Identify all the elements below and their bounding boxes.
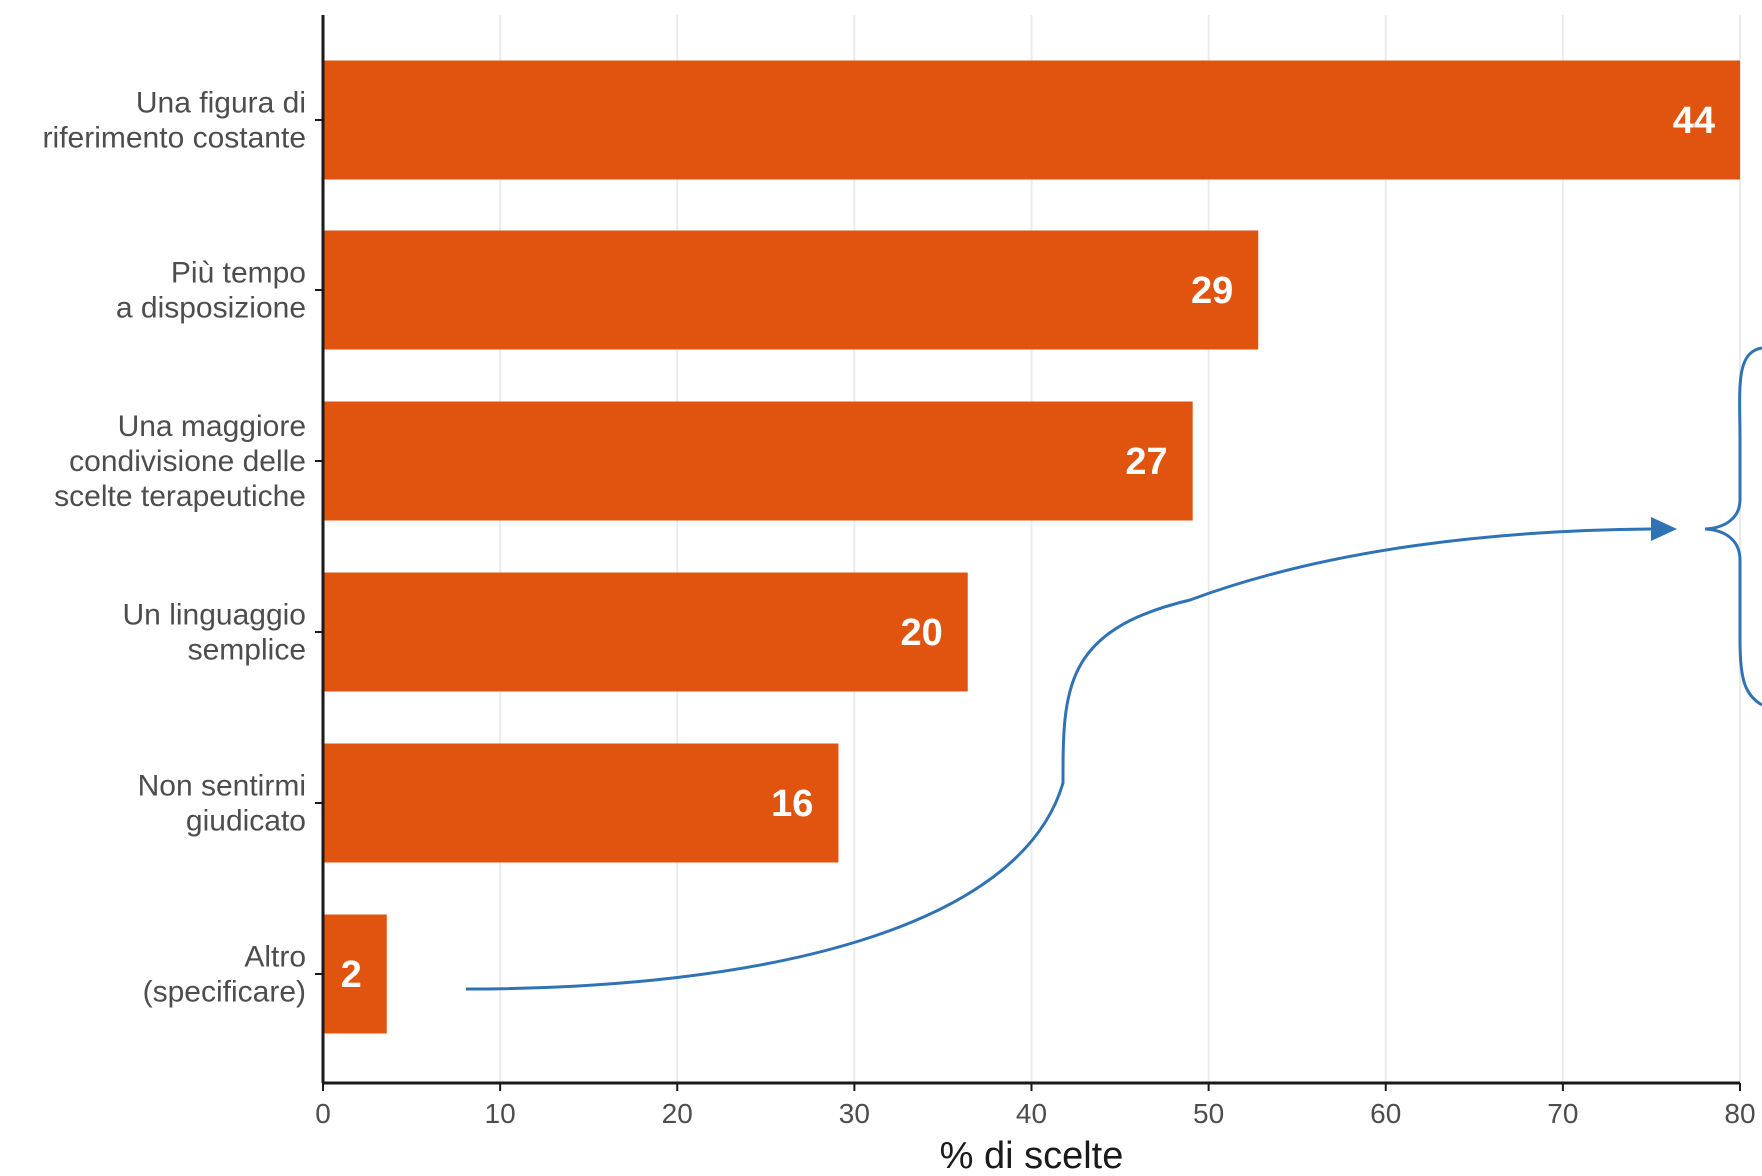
axes-layer: 0 10 20 30 40 50 60 70 80 [315, 15, 1756, 1129]
annotation-arrowhead [1651, 517, 1677, 541]
category-label-line: Una maggiore [118, 410, 306, 443]
bar-5 [323, 914, 387, 1034]
bar-3 [323, 572, 968, 692]
annotation-curve [465, 527, 1655, 991]
bar-value-label-1: 29 [1191, 270, 1233, 312]
bar-2 [323, 401, 1193, 521]
bar-value-label-3: 20 [900, 612, 942, 654]
category-label-0: Una figura di riferimento costante [43, 87, 306, 155]
x-tick-label-80: 80 [1724, 1098, 1755, 1129]
category-label-2: Una maggiore condivisione delle scelte ter… [54, 410, 306, 513]
bar-value-label-0: 44 [1673, 100, 1715, 142]
category-label-line: riferimento costante [43, 122, 306, 155]
x-tick-label-40: 40 [1016, 1098, 1047, 1129]
bar-4 [323, 743, 839, 863]
bar-value-label-5: 2 [341, 954, 362, 996]
x-tick-label-10: 10 [485, 1098, 516, 1129]
x-tick-label-30: 30 [839, 1098, 870, 1129]
x-tick-label-60: 60 [1370, 1098, 1401, 1129]
labels-layer: 44 29 27 20 16 2 Una figura di riferimento cost… [43, 87, 1715, 1009]
category-label-line: Un linguaggio [123, 599, 306, 632]
x-tick-label-0: 0 [315, 1098, 331, 1129]
category-label-1: Più tempo a disposizione [116, 257, 306, 325]
bars-layer [323, 60, 1740, 1034]
category-label-line: scelte terapeutiche [54, 480, 306, 513]
category-label-line: Non sentirmi [138, 770, 306, 803]
x-tick-label-70: 70 [1547, 1098, 1578, 1129]
category-label-5: Altro (specificare) [143, 941, 306, 1009]
category-label-line: Altro [244, 941, 306, 974]
x-axis-title: % di scelte [940, 1135, 1124, 1176]
category-label-4: Non sentirmi giudicato [138, 770, 306, 838]
category-label-line: (specificare) [143, 976, 306, 1009]
annotation-layer [465, 346, 1762, 991]
category-label-line: a disposizione [116, 292, 306, 325]
x-tick-label-20: 20 [662, 1098, 693, 1129]
category-label-line: semplice [188, 634, 306, 667]
bar-0 [323, 60, 1740, 180]
x-tick-label-50: 50 [1193, 1098, 1224, 1129]
category-label-line: giudicato [186, 805, 306, 838]
category-label-line: Più tempo [171, 257, 306, 290]
annotation-brace [1704, 346, 1762, 707]
category-label-3: Un linguaggio semplice [123, 599, 306, 667]
bar-value-label-4: 16 [771, 783, 813, 825]
bar-1 [323, 230, 1259, 350]
category-label-line: Una figura di [136, 87, 306, 120]
category-label-line: condivisione delle [69, 445, 306, 478]
bar-value-label-2: 27 [1125, 441, 1167, 483]
